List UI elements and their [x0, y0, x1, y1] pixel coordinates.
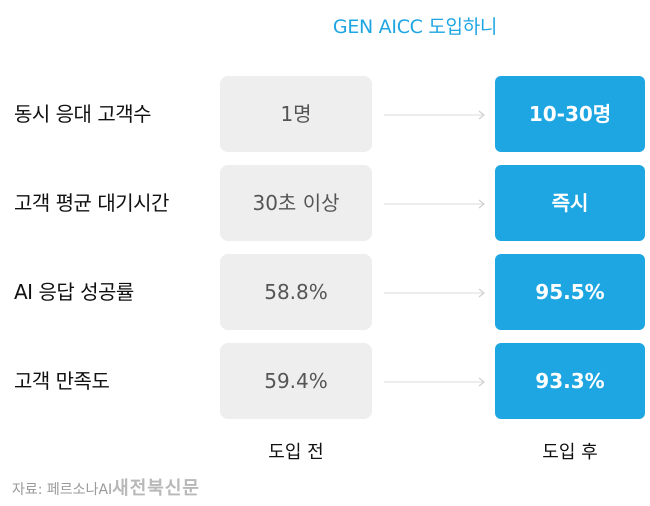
watermark-logo: 새전북신문 — [112, 478, 200, 499]
after-value-ai-response-success: 95.5% — [495, 254, 645, 330]
arrow-icon — [384, 377, 485, 387]
column-label-before: 도입 전 — [268, 442, 324, 463]
arrow-icon — [384, 199, 485, 209]
after-value-customer-satisfaction: 93.3% — [495, 343, 645, 419]
before-value-ai-response-success: 58.8% — [220, 254, 372, 330]
source-note: 자료: 페르소나AI새전북신문 — [12, 474, 200, 500]
chart-title: GEN AICC 도입하니 — [332, 16, 498, 38]
row-label-ai-response-success: AI 응답 성공률 — [14, 280, 134, 304]
row-label-customer-satisfaction: 고객 만족도 — [14, 369, 110, 393]
arrow-icon — [384, 110, 485, 120]
before-value-customer-satisfaction: 59.4% — [220, 343, 372, 419]
row-label-concurrent-customers: 동시 응대 고객수 — [14, 102, 152, 126]
column-label-after: 도입 후 — [542, 442, 598, 463]
before-value-average-wait-time: 30초 이상 — [220, 165, 372, 241]
before-value-concurrent-customers: 1명 — [220, 76, 372, 152]
after-value-average-wait-time: 즉시 — [495, 165, 645, 241]
row-label-average-wait-time: 고객 평균 대기시간 — [14, 191, 169, 215]
source-text: 자료: 페르소나AI — [12, 482, 113, 498]
after-value-concurrent-customers: 10-30명 — [495, 76, 645, 152]
arrow-icon — [384, 288, 485, 298]
